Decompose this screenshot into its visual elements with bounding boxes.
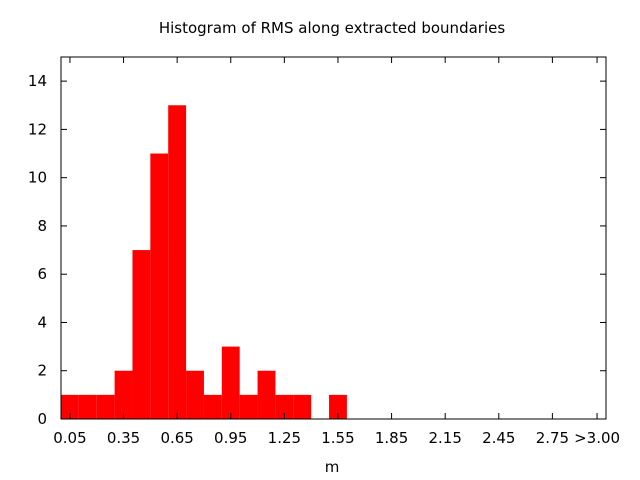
chart-title: Histogram of RMS along extracted boundar…	[159, 19, 506, 37]
histogram-bar	[168, 105, 187, 420]
histogram-bar	[329, 394, 347, 419]
x-tick-label: >3.00	[574, 429, 620, 447]
x-tick-label: 0.05	[53, 429, 86, 447]
histogram-bar	[221, 346, 240, 419]
y-tick-label: 10	[28, 169, 47, 187]
x-tick-label: 1.85	[375, 429, 408, 447]
y-tick-label: 6	[37, 265, 47, 283]
histogram-bar	[96, 394, 115, 419]
histogram-bar	[186, 370, 204, 419]
y-tick-label: 0	[37, 410, 47, 428]
x-tick-label: 2.45	[482, 429, 515, 447]
histogram-bar	[132, 250, 151, 419]
x-tick-label: 2.75	[536, 429, 569, 447]
x-tick-label: 1.25	[268, 429, 301, 447]
histogram-bar	[114, 370, 133, 419]
x-tick-label: 2.15	[428, 429, 461, 447]
y-tick-label: 2	[37, 362, 47, 380]
x-tick-label: 0.65	[160, 429, 193, 447]
histogram-bar	[239, 394, 258, 419]
histogram-bar	[203, 394, 222, 419]
x-axis-label: m	[325, 458, 340, 476]
y-tick-label: 4	[37, 313, 47, 331]
bars-group	[61, 105, 347, 420]
x-tick-label: 0.35	[107, 429, 140, 447]
histogram-bar	[78, 394, 97, 419]
x-tick-label: 1.55	[321, 429, 354, 447]
histogram-bar	[61, 394, 79, 419]
y-tick-label: 14	[28, 72, 47, 90]
y-tick-label: 12	[28, 120, 47, 138]
ticks-group: 0 2 4 6 8 10 12 14 0.05 0.35 0.65 0.95 1.25 1.55 1.85 2…	[28, 57, 620, 447]
x-tick-label: 0.95	[214, 429, 247, 447]
plot-frame	[60, 56, 607, 420]
histogram-bar	[275, 394, 294, 419]
histogram-bar	[293, 394, 312, 419]
histogram-bar	[257, 370, 276, 419]
y-tick-label: 8	[37, 217, 47, 235]
histogram-bar	[150, 153, 169, 419]
